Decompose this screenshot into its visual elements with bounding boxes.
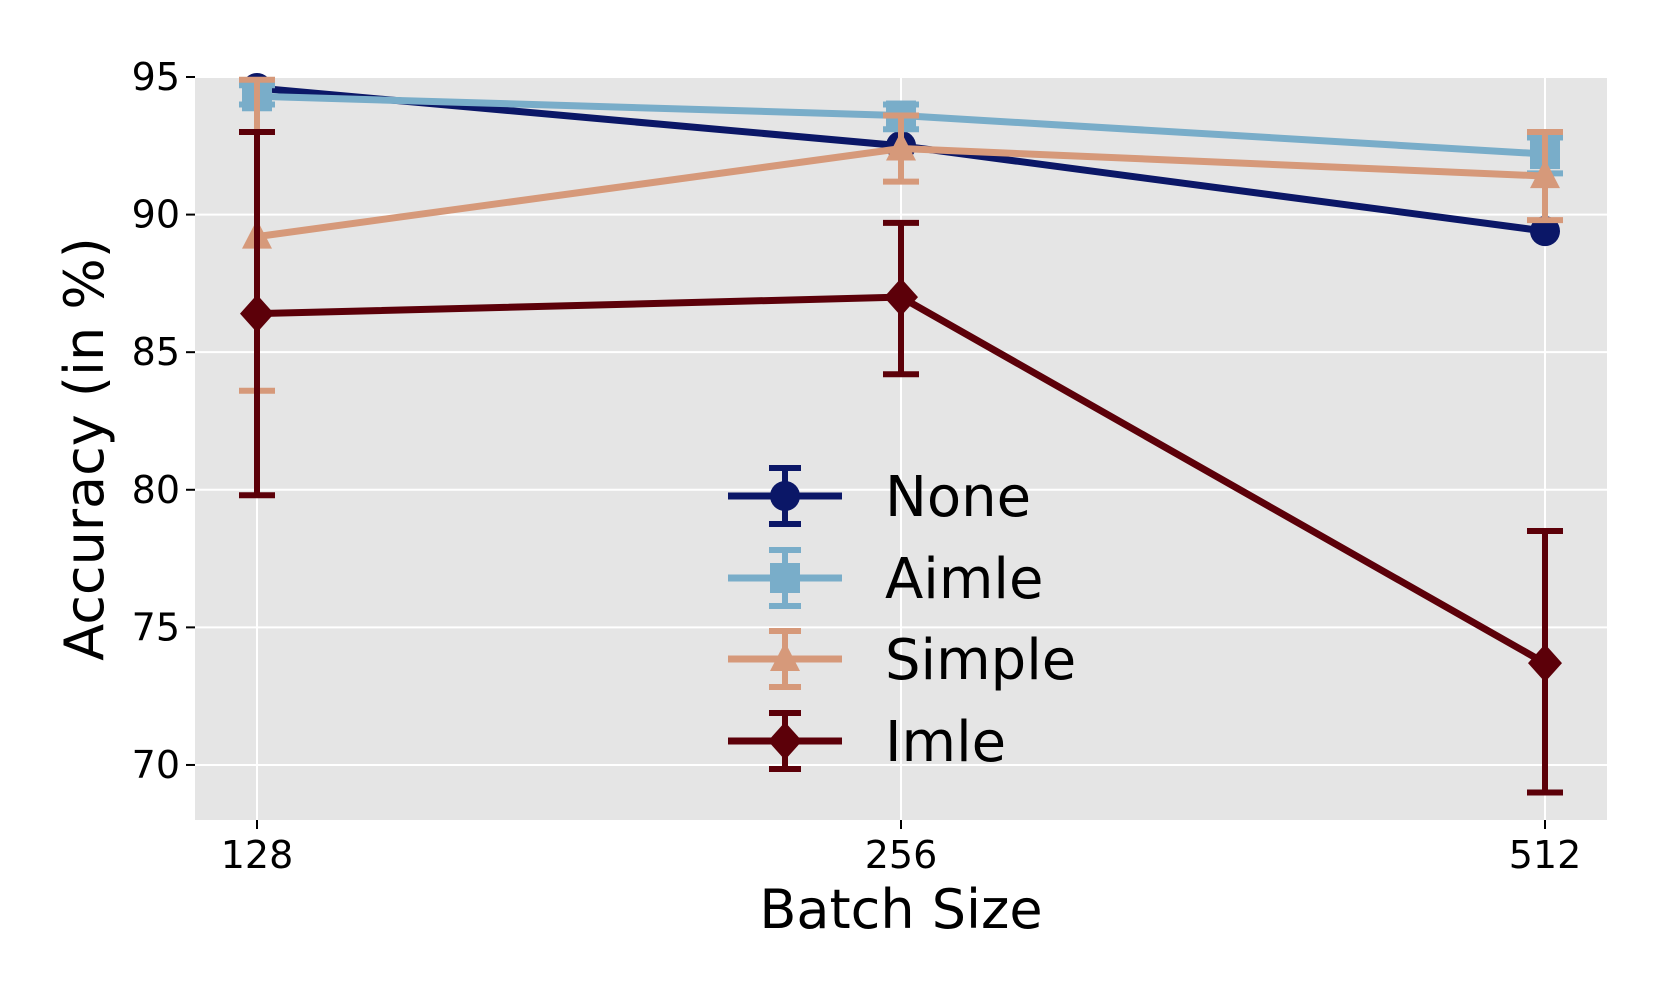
legend-label-aimle: Aimle bbox=[885, 547, 1043, 612]
data-point-simple bbox=[1530, 159, 1560, 189]
data-point-imle bbox=[884, 278, 918, 317]
y-tick-label: 90 bbox=[132, 193, 180, 237]
legend-item-imle: Imle bbox=[728, 710, 1006, 775]
y-tick-label: 80 bbox=[132, 468, 180, 512]
data-series bbox=[239, 73, 1563, 796]
x-tick-label: 512 bbox=[1509, 833, 1582, 877]
y-axis-title: Accuracy (in %) bbox=[53, 237, 116, 661]
data-point-imle bbox=[1528, 644, 1562, 683]
data-point-imle bbox=[240, 294, 274, 333]
y-tick-label: 75 bbox=[132, 605, 180, 649]
x-axis-title: Batch Size bbox=[759, 878, 1042, 941]
legend-marker-simple bbox=[770, 642, 800, 671]
data-point-simple bbox=[886, 131, 916, 161]
legend-marker-none bbox=[770, 481, 800, 511]
axes: 70 75 80 85 90 95 128 256 512 bbox=[132, 55, 1582, 877]
legend-label-simple: Simple bbox=[885, 628, 1076, 693]
legend-item-none: None bbox=[728, 465, 1031, 530]
x-tick-label: 256 bbox=[865, 833, 938, 877]
legend-marker-imle bbox=[768, 722, 802, 760]
data-point-none bbox=[1530, 216, 1560, 247]
legend-label-imle: Imle bbox=[885, 710, 1006, 775]
legend-item-aimle: Aimle bbox=[728, 547, 1043, 612]
legend-item-simple: Simple bbox=[728, 628, 1076, 693]
legend: None Aimle Simple Imle bbox=[728, 465, 1076, 775]
legend-label-none: None bbox=[885, 465, 1031, 530]
y-tick-label: 95 bbox=[132, 55, 180, 99]
y-tick-label: 70 bbox=[132, 743, 180, 787]
legend-marker-aimle bbox=[770, 563, 800, 593]
x-tick-label: 128 bbox=[221, 833, 294, 877]
y-tick-label: 85 bbox=[132, 330, 180, 374]
series-imle bbox=[239, 129, 1563, 796]
